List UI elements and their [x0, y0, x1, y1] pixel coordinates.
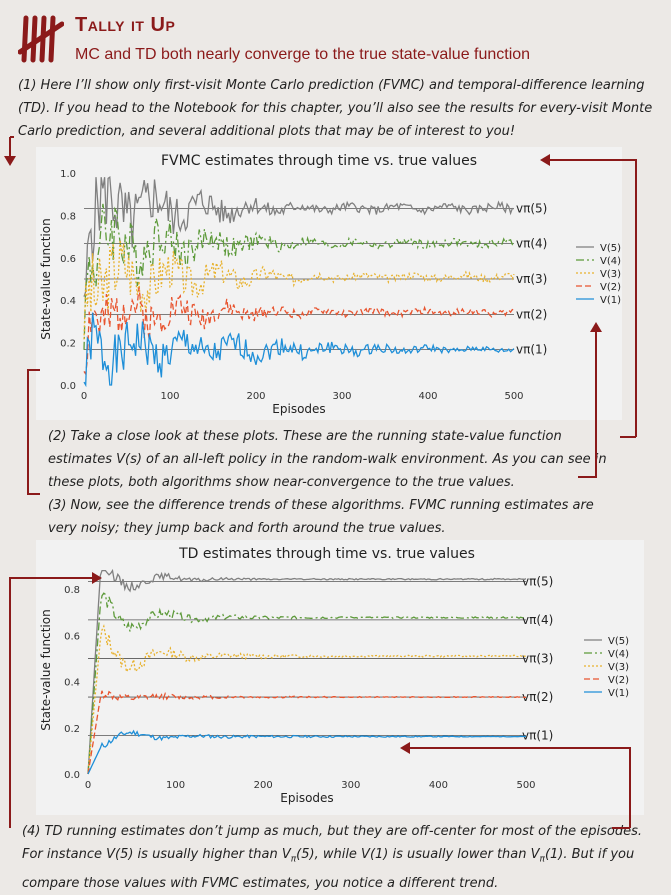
y-tick-label: 0.0: [60, 381, 76, 392]
legend-label: V(1): [608, 688, 629, 699]
y-tick-label: 0.4: [60, 296, 76, 307]
y-tick-label: 0.0: [64, 770, 80, 781]
fvmc-chart: FVMC estimates through time vs. true val…: [39, 153, 621, 416]
legend-label: V(5): [600, 243, 621, 254]
legend-label: V(2): [600, 282, 621, 293]
y-tick-label: 0.2: [60, 339, 76, 350]
y-axis-label: State-value function: [39, 609, 53, 730]
true-value-label: vπ(1): [522, 728, 553, 742]
note-3: (3) Now, see the difference trends of th…: [48, 498, 594, 536]
x-tick-label: 0: [85, 780, 91, 791]
note-4-part-b: (5), while V(1) is usually lower than V: [296, 847, 540, 862]
x-tick-label: 300: [332, 391, 351, 402]
y-tick-label: 0.4: [64, 678, 80, 689]
true-value-label: vπ(2): [516, 307, 547, 321]
fvmc-chart-panel: FVMC estimates through time vs. true val…: [36, 147, 622, 420]
true-value-label: vπ(5): [516, 201, 547, 215]
series-line: [83, 239, 515, 340]
legend-label: V(4): [608, 649, 629, 660]
x-axis-label: Episodes: [280, 791, 333, 805]
true-value-label: vπ(2): [522, 690, 553, 704]
legend-label: V(3): [600, 269, 621, 280]
y-tick-label: 0.2: [64, 724, 80, 735]
x-axis-label: Episodes: [272, 402, 325, 416]
x-tick-label: 400: [429, 780, 448, 791]
legend-label: V(4): [600, 256, 621, 267]
note-4: (4) TD running estimates don’t jump as m…: [22, 820, 648, 895]
legend-label: V(3): [608, 662, 629, 673]
chart-legend: V(5) V(4) V(3) V(2) V(1): [584, 636, 629, 699]
chart-legend: V(5) V(4) V(3) V(2) V(1): [576, 243, 621, 306]
y-tick-label: 0.6: [64, 631, 80, 642]
td-chart: TD estimates through time vs. true value…: [39, 546, 629, 805]
y-tick-label: 0.8: [64, 585, 80, 596]
x-tick-label: 200: [246, 391, 265, 402]
note-4-part-a: (4) TD running estimates don’t jump as m…: [22, 824, 642, 862]
legend-label: V(1): [600, 295, 621, 306]
x-tick-label: 500: [516, 780, 535, 791]
pi-subscript: π: [290, 854, 297, 865]
x-tick-label: 100: [160, 391, 179, 402]
note-1: (1) Here I’ll show only first-visit Mont…: [18, 78, 653, 139]
series-line: [83, 312, 515, 388]
x-tick-label: 300: [341, 780, 360, 791]
series-line: [87, 568, 527, 775]
x-tick-label: 100: [166, 780, 185, 791]
series-line: [87, 592, 527, 775]
td-chart-panel: TD estimates through time vs. true value…: [36, 540, 644, 815]
series-line: [87, 690, 527, 775]
series-line: [83, 203, 515, 350]
legend-label: V(5): [608, 636, 629, 647]
page-title: Tally it Up: [75, 14, 176, 36]
tally-marks-icon: [18, 15, 64, 63]
page-subtitle: MC and TD both nearly converge to the tr…: [75, 46, 531, 63]
x-tick-label: 500: [504, 391, 523, 402]
y-tick-label: 0.8: [60, 211, 76, 222]
x-tick-label: 0: [81, 391, 87, 402]
series-line: [87, 624, 527, 775]
note-4-part-c: (1). But if you compare those values wit…: [22, 847, 635, 891]
series-line: [83, 287, 515, 376]
series-line: [83, 176, 515, 297]
note-2: (2) Take a close look at these plots. Th…: [48, 429, 607, 490]
true-value-label: vπ(5): [522, 574, 553, 588]
x-tick-label: 400: [418, 391, 437, 402]
series-line: [87, 729, 527, 775]
x-tick-label: 200: [254, 780, 273, 791]
true-value-label: vπ(3): [516, 272, 547, 286]
true-value-label: vπ(4): [516, 237, 547, 251]
chart-title: TD estimates through time vs. true value…: [178, 546, 475, 562]
y-tick-label: 0.6: [60, 254, 76, 265]
legend-label: V(2): [608, 675, 629, 686]
pi-subscript: π: [539, 854, 545, 865]
y-axis-label: State-value function: [39, 218, 53, 339]
y-tick-label: 1.0: [60, 169, 76, 180]
true-value-label: vπ(3): [522, 651, 553, 665]
true-value-label: vπ(1): [516, 343, 547, 357]
true-value-label: vπ(4): [522, 613, 553, 627]
chart-title: FVMC estimates through time vs. true val…: [161, 153, 477, 169]
